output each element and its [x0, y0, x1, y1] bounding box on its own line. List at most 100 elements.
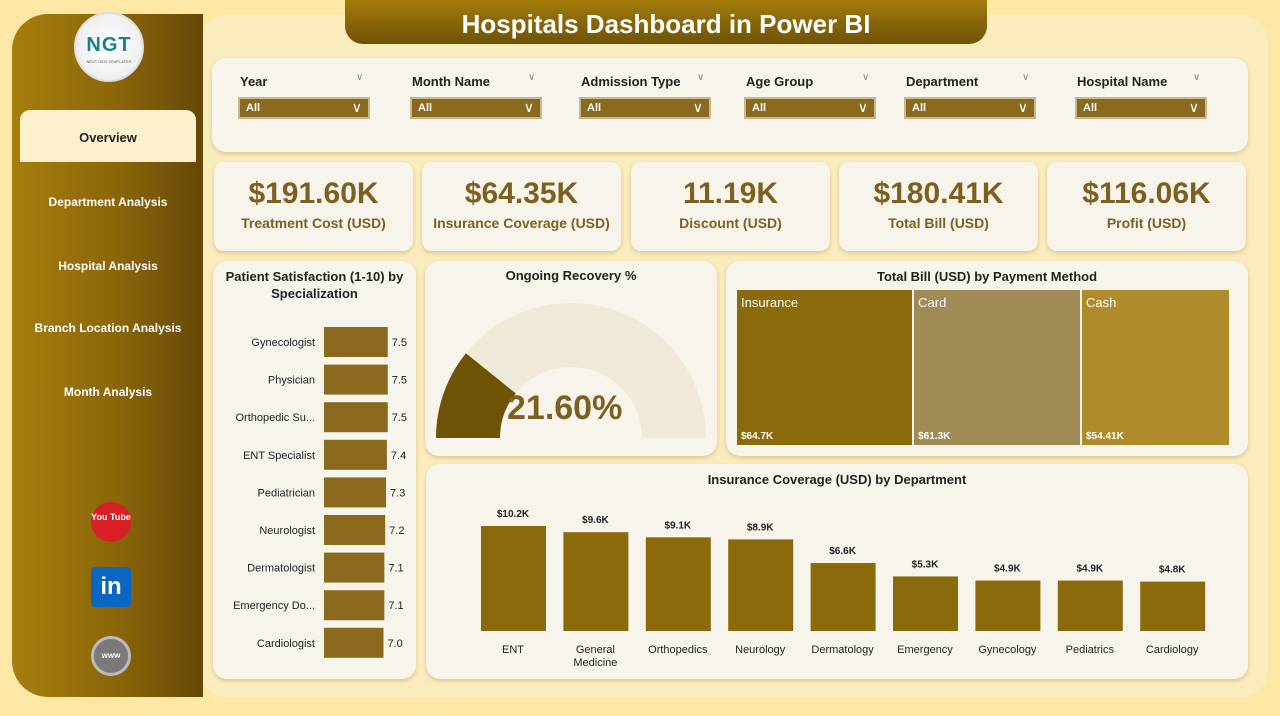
data-label: $8.9K: [747, 522, 774, 533]
linkedin-icon[interactable]: in: [91, 567, 131, 607]
nav-branch-location-analysis[interactable]: Branch Location Analysis: [34, 321, 182, 335]
data-label: 7.0: [388, 638, 403, 650]
category-label: Gynecologist: [251, 337, 315, 349]
kpi-label: Insurance Coverage (USD): [433, 215, 610, 231]
data-label: 7.5: [392, 412, 407, 424]
data-label: $9.6K: [582, 515, 609, 526]
category-label: Cardiologist: [257, 638, 315, 650]
bar: [728, 539, 794, 631]
kpi-card: $191.60K Treatment Cost (USD): [214, 162, 413, 251]
data-label: 7.4: [391, 450, 406, 462]
category-label: Dermatology: [811, 644, 874, 656]
data-label: 7.2: [389, 525, 404, 537]
chevron-down-icon[interactable]: ∨: [1193, 72, 1201, 83]
logo: NGT NEXT GEN TEMPLATES: [74, 12, 144, 82]
kpi-label: Profit (USD): [1106, 215, 1187, 231]
category-label: ENT Specialist: [243, 450, 315, 462]
kpi-value: $64.35K: [464, 177, 579, 210]
filter-label: Department: [906, 74, 979, 89]
bar: [324, 627, 384, 658]
bar: [324, 552, 385, 583]
data-label: $10.2K: [497, 509, 530, 520]
kpi-card: $180.41K Total Bill (USD): [839, 162, 1038, 251]
bar: [324, 364, 388, 395]
globe-icon[interactable]: www: [91, 636, 131, 676]
kpi-value: $191.60K: [248, 177, 379, 210]
data-label: $5.3K: [912, 559, 939, 570]
insurance-panel: Insurance Coverage (USD) by Department $…: [426, 464, 1248, 679]
category-label: Emergency Do...: [233, 600, 315, 612]
kpi-card: $116.06K Profit (USD): [1047, 162, 1246, 251]
category-label: Physician: [268, 375, 315, 387]
payment-panel: Total Bill (USD) by Payment Method Insur…: [726, 261, 1248, 456]
treemap-tile[interactable]: Card $61.3K: [914, 290, 1080, 445]
bar: [1057, 580, 1123, 631]
page-title: Hospitals Dashboard in Power BI: [345, 0, 987, 44]
bar: [324, 590, 385, 621]
kpi-value: 11.19K: [682, 177, 779, 210]
payment-treemap: Insurance $64.7K Card $61.3K Cash $54.41K: [737, 290, 1231, 445]
bar: [324, 515, 386, 545]
chevron-down-icon: ∨: [351, 99, 362, 115]
category-label: Pediatrician: [258, 487, 315, 499]
data-label: 7.1: [388, 563, 403, 575]
chevron-down-icon[interactable]: ∨: [862, 72, 870, 83]
category-label: General Medicine: [573, 644, 617, 669]
category-label: Orthopedics: [648, 644, 708, 656]
data-label: 7.5: [392, 375, 407, 387]
chevron-down-icon: ∨: [857, 99, 868, 115]
gauge-value: 21.60%: [507, 389, 623, 427]
filter-dropdown[interactable]: All ∨: [904, 97, 1036, 119]
kpi-value: $116.06K: [1082, 177, 1211, 210]
data-label: $4.9K: [994, 564, 1021, 575]
filter-panel: Year ∨ All ∨ Month Name ∨ All ∨ Admission Ty…: [212, 58, 1248, 152]
bar: [324, 477, 387, 508]
bar: [563, 532, 629, 631]
youtube-icon[interactable]: You Tube: [91, 502, 131, 542]
filter-dropdown[interactable]: All ∨: [238, 97, 370, 119]
data-label: 7.3: [390, 487, 405, 499]
nav-hospital-analysis[interactable]: Hospital Analysis: [58, 259, 158, 273]
category-label: Neurology: [735, 644, 786, 656]
filter-dropdown[interactable]: All ∨: [579, 97, 711, 119]
chevron-down-icon[interactable]: ∨: [1022, 72, 1030, 83]
filter-dropdown[interactable]: All ∨: [1075, 97, 1207, 119]
filter-dropdown[interactable]: All ∨: [744, 97, 876, 119]
kpi-label: Discount (USD): [679, 215, 782, 231]
treemap-tile[interactable]: Cash $54.41K: [1082, 290, 1229, 445]
filter-label: Hospital Name: [1077, 74, 1168, 89]
satisfaction-chart: Gynecologist 7.5 Physician 7.5 Orthopedic Su…: [233, 327, 407, 658]
filter-label: Month Name: [412, 74, 490, 89]
kpi-label: Total Bill (USD): [888, 215, 989, 231]
nav-department-analysis[interactable]: Department Analysis: [48, 195, 168, 209]
data-label: 7.5: [392, 337, 407, 349]
chevron-down-icon: ∨: [1188, 99, 1199, 115]
category-label: Pediatrics: [1066, 644, 1115, 656]
filter-label: Admission Type: [581, 74, 681, 89]
recovery-panel: Ongoing Recovery % 21.60%: [425, 261, 717, 456]
chevron-down-icon[interactable]: ∨: [697, 72, 705, 83]
treemap-tile[interactable]: Insurance $64.7K: [737, 290, 913, 445]
bar: [324, 327, 388, 357]
chevron-down-icon: ∨: [692, 99, 703, 115]
data-label: 7.1: [388, 600, 403, 612]
filter-dropdown[interactable]: All ∨: [410, 97, 542, 119]
category-label: Emergency: [897, 644, 953, 656]
kpi-label: Treatment Cost (USD): [241, 215, 386, 231]
chevron-down-icon[interactable]: ∨: [356, 72, 364, 83]
bar: [645, 537, 711, 631]
chevron-down-icon: ∨: [523, 99, 534, 115]
category-label: Cardiology: [1146, 644, 1199, 656]
insurance-chart: $10.2K ENT $9.6K General Medicine $9.1K Orthop…: [481, 509, 1206, 669]
recovery-gauge: [436, 303, 706, 438]
nav-month-analysis[interactable]: Month Analysis: [63, 385, 153, 399]
category-label: Neurologist: [259, 525, 315, 537]
filter-label: Year: [240, 74, 268, 89]
bar: [975, 580, 1041, 631]
category-label: Orthopedic Su...: [236, 412, 316, 424]
bar: [324, 439, 387, 470]
chevron-down-icon[interactable]: ∨: [528, 72, 536, 83]
data-label: $4.8K: [1159, 565, 1186, 576]
bar: [481, 526, 546, 631]
nav-overview[interactable]: Overview: [20, 110, 196, 162]
